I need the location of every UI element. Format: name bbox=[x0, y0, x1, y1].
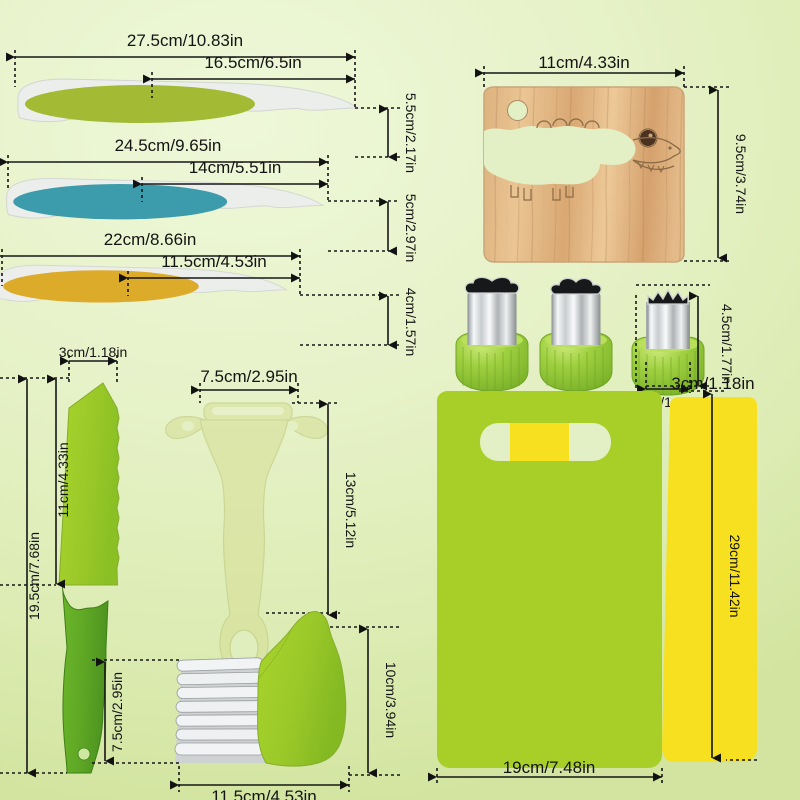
svg-text:11cm/4.33in: 11cm/4.33in bbox=[538, 53, 629, 72]
svg-text:5.5cm/2.17in: 5.5cm/2.17in bbox=[403, 93, 419, 173]
svg-text:22cm/8.66in: 22cm/8.66in bbox=[104, 230, 197, 249]
svg-text:13cm/5.12in: 13cm/5.12in bbox=[343, 472, 359, 548]
svg-text:11cm/4.33in: 11cm/4.33in bbox=[55, 442, 71, 517]
svg-text:29cm/11.42in: 29cm/11.42in bbox=[727, 534, 743, 617]
svg-text:3cm/1.18in: 3cm/1.18in bbox=[59, 344, 127, 360]
svg-text:11.5cm/4.53in: 11.5cm/4.53in bbox=[161, 252, 267, 271]
svg-text:19.5cm/7.68in: 19.5cm/7.68in bbox=[26, 532, 42, 620]
svg-text:5cm/2.97in: 5cm/2.97in bbox=[403, 194, 419, 262]
svg-text:7.5cm/2.95in: 7.5cm/2.95in bbox=[200, 367, 297, 386]
svg-text:7.5cm/2.95in: 7.5cm/2.95in bbox=[109, 672, 125, 752]
svg-text:4cm/1.57in: 4cm/1.57in bbox=[403, 288, 419, 356]
svg-text:19cm/7.48in: 19cm/7.48in bbox=[503, 758, 596, 777]
svg-text:3cm/1.18in: 3cm/1.18in bbox=[671, 374, 754, 393]
svg-text:27.5cm/10.83in: 27.5cm/10.83in bbox=[127, 31, 243, 50]
svg-text:14cm/5.51in: 14cm/5.51in bbox=[189, 158, 282, 177]
svg-text:16.5cm/6.5in: 16.5cm/6.5in bbox=[204, 53, 301, 72]
svg-text:9.5cm/3.74in: 9.5cm/3.74in bbox=[733, 134, 749, 214]
svg-text:24.5cm/9.65in: 24.5cm/9.65in bbox=[115, 136, 222, 155]
svg-text:4.5cm/1.77in: 4.5cm/1.77in bbox=[719, 304, 735, 384]
svg-text:11.5cm/4.53in: 11.5cm/4.53in bbox=[211, 787, 317, 800]
svg-text:10cm/3.94in: 10cm/3.94in bbox=[383, 662, 399, 738]
